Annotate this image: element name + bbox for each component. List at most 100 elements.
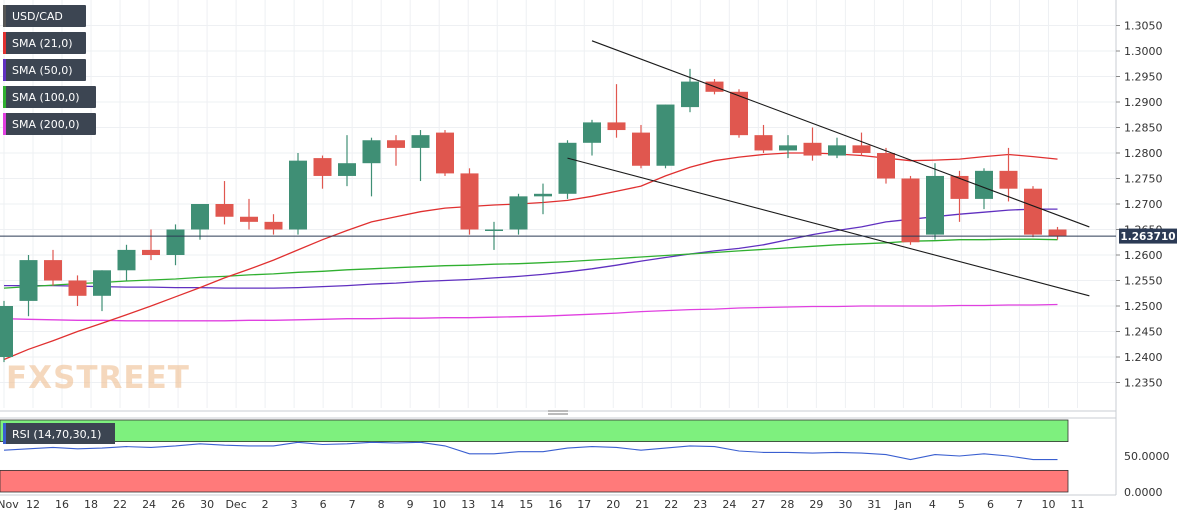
date-tick-label: 17 <box>577 498 591 511</box>
candle <box>926 163 944 240</box>
candle-body <box>509 196 528 230</box>
price-tick-label: 1.2950 <box>1124 71 1163 84</box>
trendline <box>567 157 1090 297</box>
legend-item: SMA (21,0) <box>3 32 86 54</box>
date-tick-label: 3 <box>291 498 298 511</box>
candle-body <box>215 204 234 217</box>
price-axis: 1.23501.24001.24501.25001.25501.26001.26… <box>1116 20 1163 390</box>
candle <box>44 249 62 286</box>
candle <box>754 124 773 153</box>
candle <box>264 214 283 235</box>
candle <box>387 135 405 166</box>
candle-body <box>950 175 969 199</box>
date-tick-label: 4 <box>929 498 936 511</box>
legend-item: SMA (100,0) <box>3 86 96 108</box>
date-tick-label: 20 <box>606 498 620 511</box>
candle <box>93 270 111 312</box>
candle <box>852 132 871 156</box>
candle-body <box>754 135 773 151</box>
trendline <box>591 40 1090 228</box>
legend-label: SMA (100,0) <box>12 91 80 104</box>
candle-body <box>1024 188 1042 235</box>
date-tick-label: 11 <box>1070 498 1084 511</box>
candle-body <box>313 158 332 176</box>
candle-layer <box>0 68 1067 363</box>
candle <box>191 204 209 240</box>
legend-box <box>3 59 86 81</box>
candle <box>583 119 601 156</box>
legend-item: USD/CAD <box>3 5 86 27</box>
candle <box>656 104 675 169</box>
candle-body <box>240 216 258 222</box>
legend-swatch <box>3 5 6 27</box>
candle <box>901 175 920 245</box>
date-tick-label: 7 <box>1016 498 1023 511</box>
legend-swatch <box>3 86 6 108</box>
grid-layer <box>0 0 1117 495</box>
date-tick-label: 8 <box>378 498 385 511</box>
date-tick-label: 15 <box>519 498 533 511</box>
date-tick-label: 31 <box>867 498 881 511</box>
rsi-panel: RSI (14,70,30,1) 0.0000 50.0000 <box>0 419 1170 499</box>
legend-label: SMA (21,0) <box>12 37 73 50</box>
price-tick-label: 1.3000 <box>1124 45 1163 58</box>
legend-box <box>3 86 96 108</box>
legend-swatch <box>3 59 6 81</box>
trendline-layer <box>567 40 1090 297</box>
date-tick-label: 29 <box>809 498 823 511</box>
candle-body <box>999 170 1018 189</box>
candle <box>730 89 748 138</box>
price-tick-label: 1.2500 <box>1124 300 1163 313</box>
candle <box>117 244 136 281</box>
candle-body <box>117 249 136 271</box>
candle-body <box>558 142 577 194</box>
candle-body <box>877 153 895 179</box>
candle-body <box>362 140 381 164</box>
candle-body <box>338 163 356 176</box>
candle-body <box>289 160 307 230</box>
candle <box>509 193 528 235</box>
candle-body <box>730 91 748 136</box>
candle <box>632 124 650 169</box>
candle <box>975 168 993 210</box>
price-tick-label: 1.3050 <box>1124 20 1163 33</box>
rsi-oversold-zone <box>0 469 1069 493</box>
candle <box>1048 226 1067 240</box>
date-tick-label: 24 <box>142 498 156 511</box>
candle-body <box>828 145 846 156</box>
date-tick-label: Nov <box>0 498 19 511</box>
rsi-legend-label: RSI (14,70,30,1) <box>12 428 101 441</box>
date-tick-label: 27 <box>751 498 765 511</box>
candle <box>436 130 454 176</box>
candle-body <box>632 132 650 166</box>
price-tick-label: 1.2700 <box>1124 198 1163 211</box>
candle-body <box>460 173 479 230</box>
rsi-overbought-zone <box>0 419 1069 443</box>
date-tick-label: 12 <box>26 498 40 511</box>
rsi-line <box>3 441 1058 461</box>
candle-body <box>852 145 871 153</box>
date-tick-label: 23 <box>693 498 707 511</box>
price-tick-label: 1.2550 <box>1124 275 1163 288</box>
sma-layer <box>3 152 1058 361</box>
pane-splitter[interactable] <box>0 410 1116 419</box>
legend-swatch <box>3 113 6 135</box>
candle <box>313 155 332 189</box>
candle <box>779 135 797 159</box>
candle <box>142 229 160 261</box>
candle-body <box>1048 229 1067 237</box>
legend: USD/CAD SMA (21,0) SMA (50,0) SMA (100,0) SM… <box>3 5 96 135</box>
candle-body <box>166 229 185 255</box>
date-tick-label: 21 <box>635 498 649 511</box>
legend-item: SMA (50,0) <box>3 59 86 81</box>
candle-body <box>485 229 503 231</box>
candle-body <box>583 122 601 143</box>
date-tick-label: 18 <box>84 498 98 511</box>
candle <box>460 168 479 235</box>
candle-body <box>19 260 38 301</box>
date-tick-label: 30 <box>200 498 214 511</box>
candle <box>828 137 846 159</box>
candle <box>240 198 258 230</box>
